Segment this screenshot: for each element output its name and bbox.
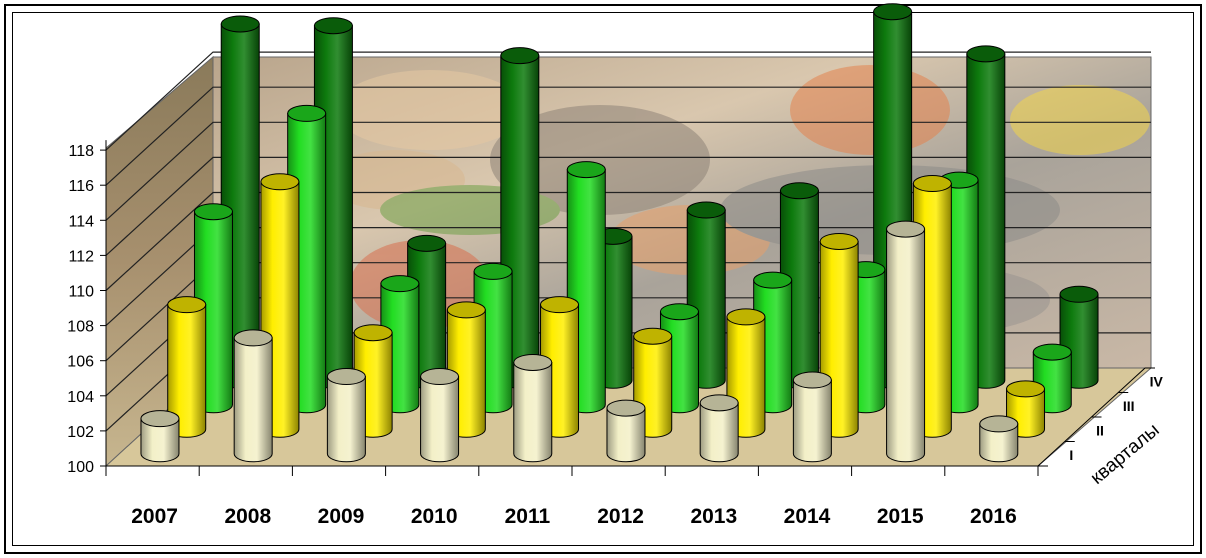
bar-top [407, 234, 447, 252]
z-tick-label: I [1069, 447, 1073, 463]
bar-top [606, 399, 646, 417]
bar-body [606, 407, 646, 463]
bar-top [260, 173, 300, 191]
bar-top [966, 45, 1006, 63]
y-tick-label: 102 [67, 424, 94, 441]
x-tick-label: 2008 [224, 505, 271, 528]
bar-top [420, 368, 460, 386]
bar-top [699, 394, 739, 412]
x-axis: 2007 2008 2009 2010 2011 2012 2013 2014 2015 2016 [105, 465, 1039, 528]
bar-top [473, 262, 513, 280]
bar-2009-qI [326, 368, 366, 463]
bar-top [353, 324, 393, 342]
grid-line [105, 51, 1151, 151]
y-axis: 100 102 104 106 108 110 112 114 116 118 [67, 140, 107, 476]
bar-body [513, 361, 553, 463]
x-tick-label: 2014 [784, 505, 831, 528]
x-tick-label: 2015 [877, 505, 924, 528]
bar-top [380, 275, 420, 293]
y-tick-label: 118 [68, 143, 94, 160]
bars [140, 3, 1099, 463]
bar-top [566, 161, 606, 179]
bar-top [792, 371, 832, 389]
grid-line [105, 121, 1151, 221]
x-tick-label: 2012 [597, 505, 644, 528]
bar-body [979, 423, 1019, 463]
bar-2014-qI [792, 371, 832, 463]
bar-top [686, 201, 726, 219]
bar-top [726, 308, 766, 326]
bar-body [140, 418, 180, 463]
bar-2007-qI [140, 410, 180, 463]
x-tick-label: 2011 [505, 505, 551, 528]
bar-body [233, 337, 273, 463]
bar-top [1006, 380, 1046, 398]
bar-top [979, 415, 1019, 433]
x-tick-label: 2010 [411, 505, 458, 528]
y-tick-label: 116 [68, 178, 94, 195]
x-tick-label: 2016 [970, 505, 1017, 528]
bar-body [699, 402, 739, 463]
bar-top [753, 271, 793, 289]
bar-top [912, 175, 952, 193]
x-tick-label: 2007 [131, 505, 178, 528]
y-tick-label: 104 [67, 389, 94, 406]
bar-top [513, 353, 553, 371]
bar-top [873, 3, 913, 21]
bar-2012-qI [606, 399, 646, 463]
bar-top [819, 232, 859, 250]
bar-top [500, 47, 540, 65]
bar-body [326, 376, 366, 463]
bar-top [326, 368, 366, 386]
bar-top [140, 410, 180, 428]
grid-line [105, 191, 1151, 291]
bar-top [167, 296, 207, 314]
bar-2010-qI [420, 368, 460, 463]
y-tick-label: 110 [68, 284, 94, 301]
bar-2008-qI [233, 329, 273, 463]
y-tick-label: 100 [67, 459, 94, 476]
grid-line [105, 156, 1151, 256]
bar-top [779, 182, 819, 200]
bar-top [233, 329, 273, 347]
chart-inner-frame [12, 12, 1194, 546]
y-tick-label: 112 [68, 248, 94, 265]
z-tick-label: II [1096, 422, 1104, 438]
bar-2015-qI [886, 220, 926, 463]
bar-top [659, 303, 699, 321]
bar-top [446, 301, 486, 319]
x-tick-label: 2009 [318, 505, 365, 528]
y-tick-label: 108 [67, 319, 94, 336]
bar-2013-qI [699, 394, 739, 463]
x-tick-label: 2013 [690, 505, 737, 528]
bar-top [633, 327, 673, 345]
bar-body [886, 228, 926, 463]
y-tick-label: 106 [67, 354, 94, 371]
bar-top [540, 296, 580, 314]
bar-top [287, 104, 327, 122]
bar-2011-qI [513, 353, 553, 463]
z-tick-label: IV [1150, 373, 1164, 389]
bar-top [193, 203, 233, 221]
bar-top [1032, 343, 1072, 361]
grid-line [105, 86, 1151, 186]
z-tick-label: III [1123, 398, 1135, 414]
bar-2016-qI [979, 415, 1019, 463]
bar-top [313, 17, 353, 35]
y-tick-label: 114 [68, 213, 94, 230]
bar-top [220, 15, 260, 33]
bar-top [886, 220, 926, 238]
bar-top [1059, 285, 1099, 303]
bar-body [792, 379, 832, 463]
bar-body [420, 376, 460, 463]
